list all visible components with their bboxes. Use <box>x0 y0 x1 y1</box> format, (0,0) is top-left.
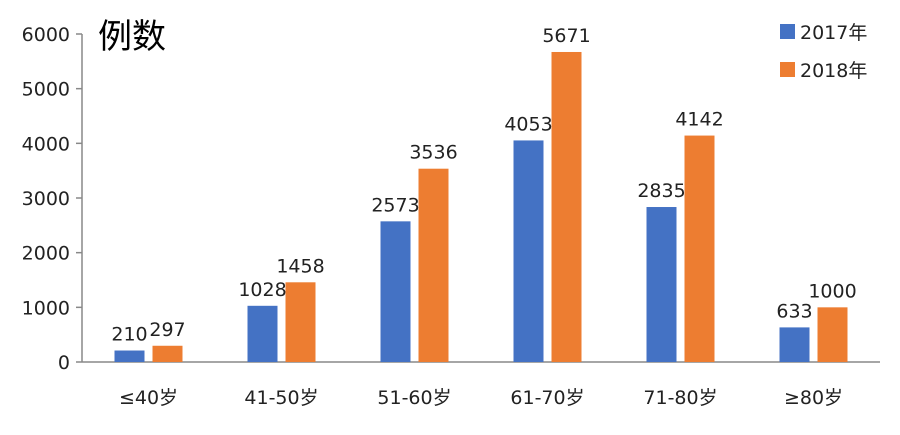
data-label: 210 <box>111 324 147 346</box>
data-label: 1028 <box>238 279 286 301</box>
bar <box>114 350 145 362</box>
data-label: 2573 <box>371 194 419 216</box>
legend-label: 2017年 <box>800 22 867 44</box>
data-label: 4053 <box>504 113 552 135</box>
y-axis: 0 1000 2000 3000 4000 5000 6000 <box>22 24 83 374</box>
bar <box>513 140 544 362</box>
bar <box>646 207 677 362</box>
bar <box>247 305 278 362</box>
data-label: 5671 <box>542 25 590 47</box>
x-tick-label: 51-60岁 <box>377 387 451 409</box>
data-label: 297 <box>149 319 185 341</box>
y-tick-label: 1000 <box>22 297 70 319</box>
bars <box>114 51 848 363</box>
data-labels: 210 1028 2573 4053 2835 633 297 1458 3536 5671 414… <box>111 25 856 346</box>
bar <box>817 307 848 362</box>
x-axis: ≤40岁 41-50岁 51-60岁 61-70岁 71-80岁 ≥80岁 <box>82 361 880 409</box>
data-label: 1000 <box>808 280 856 302</box>
x-tick-label: ≤40岁 <box>119 387 178 409</box>
y-tick-label: 5000 <box>22 79 70 101</box>
y-tick-label: 4000 <box>22 133 70 155</box>
x-tick-label: 61-70岁 <box>510 387 584 409</box>
legend-swatch <box>780 24 795 39</box>
y-tick-label: 2000 <box>22 243 70 265</box>
x-tick-label: 41-50岁 <box>244 387 318 409</box>
data-label: 633 <box>776 300 812 322</box>
data-label: 2835 <box>637 180 685 202</box>
data-label: 1458 <box>276 255 324 277</box>
y-tick-label: 6000 <box>22 24 70 46</box>
legend-swatch <box>780 62 795 77</box>
bar <box>380 221 411 362</box>
bar <box>779 327 810 362</box>
data-label: 4142 <box>675 109 723 131</box>
y-tick-label: 3000 <box>22 188 70 210</box>
bar <box>418 168 449 362</box>
x-tick-label: ≥80岁 <box>784 387 843 409</box>
y-tick-label: 0 <box>58 352 70 374</box>
data-label: 3536 <box>409 142 457 164</box>
bar <box>152 345 183 362</box>
bar <box>551 51 582 363</box>
x-tick-label: 71-80岁 <box>643 387 717 409</box>
bar <box>684 135 715 362</box>
chart-title: 例数 <box>98 17 166 57</box>
legend-label: 2018年 <box>800 60 867 82</box>
legend: 2017年 2018年 <box>780 22 867 82</box>
bar <box>285 282 316 362</box>
